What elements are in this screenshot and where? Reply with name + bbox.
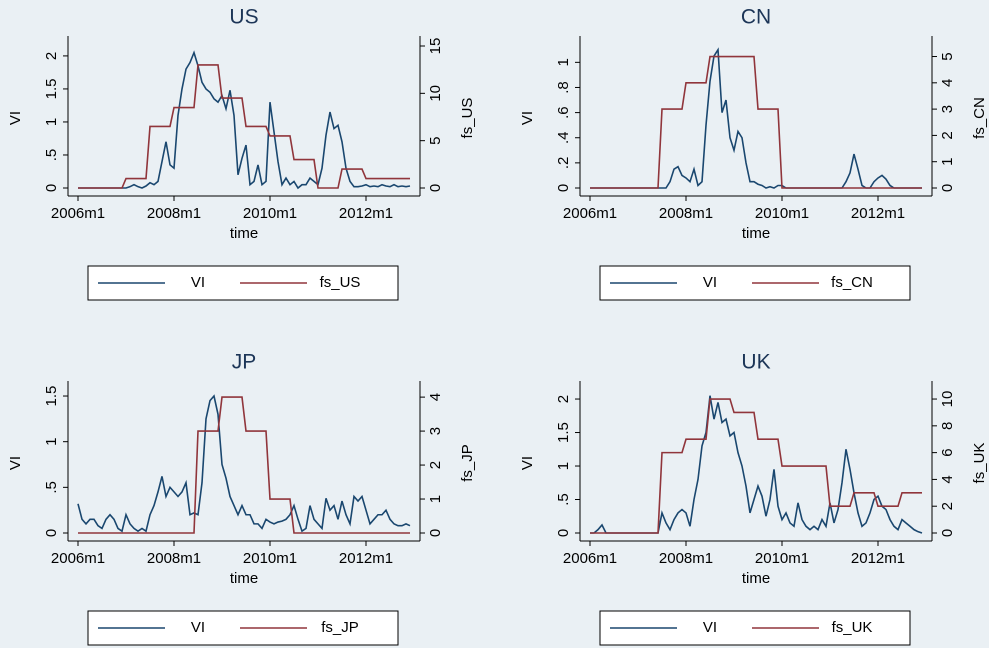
legend-label: VI (191, 274, 205, 291)
x-axis-label: time (742, 570, 770, 587)
legend-label: fs_US (320, 274, 361, 291)
y-axis-label: VI (519, 456, 536, 470)
y-tick-label: .5 (43, 481, 60, 494)
x-tick-label: 2006m1 (51, 550, 105, 567)
x-tick-label: 2006m1 (563, 205, 617, 222)
x-tick-label: 2010m1 (755, 205, 809, 222)
panel-title: JP (232, 351, 257, 374)
legend-label: fs_JP (321, 619, 359, 636)
y-tick-label: 2 (43, 52, 60, 60)
y2-tick-label: 0 (939, 184, 956, 192)
y2-tick-label: 2 (939, 502, 956, 510)
y2-axis-label: fs_JP (459, 444, 476, 482)
y2-axis-label: fs_UK (971, 443, 988, 484)
x-tick-label: 2008m1 (147, 205, 201, 222)
x-axis-label: time (230, 570, 258, 587)
x-tick-label: 2008m1 (659, 550, 713, 567)
y2-tick-label: 1 (939, 158, 956, 166)
x-axis-label: time (230, 225, 258, 242)
y2-tick-label: 4 (939, 475, 956, 483)
x-axis-label: time (742, 225, 770, 242)
y2-tick-label: 10 (427, 85, 444, 102)
y-tick-label: .8 (555, 81, 572, 94)
y-tick-label: 1.5 (43, 386, 60, 407)
y2-tick-label: 4 (939, 79, 956, 87)
y-axis-label: VI (519, 111, 536, 125)
series-line (590, 47, 922, 189)
y-tick-label: 1 (43, 118, 60, 126)
y2-tick-label: 4 (427, 393, 444, 401)
series-line (590, 395, 923, 534)
series-line (590, 55, 922, 189)
panel-title: UK (741, 351, 770, 374)
y-tick-label: 1 (555, 462, 572, 470)
y2-tick-label: 0 (427, 184, 444, 192)
y2-tick-label: 5 (939, 52, 956, 60)
series-line (590, 398, 922, 534)
y-axis-label: VI (7, 456, 24, 470)
x-tick-label: 2008m1 (147, 550, 201, 567)
legend-label: VI (703, 619, 717, 636)
y2-tick-label: 15 (427, 38, 444, 55)
y-tick-label: 1 (43, 438, 60, 446)
y-tick-label: .6 (555, 106, 572, 119)
y-tick-label: .4 (555, 131, 572, 144)
x-tick-label: 2008m1 (659, 205, 713, 222)
x-tick-label: 2010m1 (243, 205, 297, 222)
x-tick-label: 2012m1 (339, 205, 393, 222)
x-tick-label: 2006m1 (563, 550, 617, 567)
y-axis-label: VI (7, 111, 24, 125)
legend-label: VI (191, 619, 205, 636)
y-tick-label: .5 (43, 149, 60, 162)
series-line (78, 50, 411, 190)
y-tick-label: 0 (43, 529, 60, 537)
y2-tick-label: 0 (939, 529, 956, 537)
y-tick-label: 1 (555, 58, 572, 66)
series-line (77, 394, 411, 533)
y2-axis-label: fs_US (459, 98, 476, 139)
panel-title: US (229, 6, 258, 29)
y-tick-label: 0 (555, 184, 572, 192)
y-tick-label: 1.5 (43, 79, 60, 100)
x-tick-label: 2012m1 (851, 550, 905, 567)
x-tick-label: 2010m1 (243, 550, 297, 567)
x-tick-label: 2006m1 (51, 205, 105, 222)
y-tick-label: 0 (43, 184, 60, 192)
x-tick-label: 2012m1 (851, 205, 905, 222)
x-tick-label: 2012m1 (339, 550, 393, 567)
panel-title: CN (741, 6, 771, 29)
series-line (78, 396, 410, 534)
legend-label: fs_CN (831, 274, 873, 291)
y2-tick-label: 1 (427, 495, 444, 503)
x-tick-label: 2010m1 (755, 550, 809, 567)
y-tick-label: 2 (555, 395, 572, 403)
y2-tick-label: 3 (939, 105, 956, 113)
y2-tick-label: 5 (427, 136, 444, 144)
y2-tick-label: 2 (427, 461, 444, 469)
y2-tick-label: 6 (939, 448, 956, 456)
y2-axis-label: fs_CN (971, 97, 988, 139)
y2-tick-label: 0 (427, 529, 444, 537)
y-tick-label: .5 (555, 493, 572, 506)
legend-label: fs_UK (832, 619, 873, 636)
y-tick-label: .2 (555, 157, 572, 170)
y2-tick-label: 2 (939, 131, 956, 139)
y-tick-label: 1.5 (555, 422, 572, 443)
y-tick-label: 0 (555, 529, 572, 537)
series-line (78, 64, 410, 189)
y2-tick-label: 3 (427, 427, 444, 435)
y2-tick-label: 8 (939, 422, 956, 430)
legend-label: VI (703, 274, 717, 291)
y2-tick-label: 10 (939, 391, 956, 408)
